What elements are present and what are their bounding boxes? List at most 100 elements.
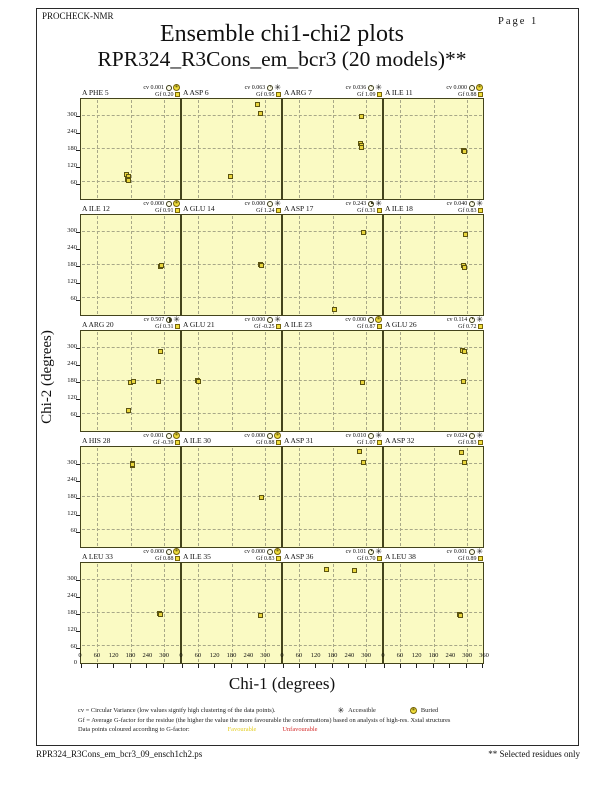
gridline-vertical — [365, 448, 367, 546]
y-tick — [76, 579, 80, 581]
x-tick-label: 60 — [93, 652, 101, 659]
y-tick-label: 240 — [67, 476, 77, 483]
legend-favourable-label: Favourable — [227, 726, 257, 733]
x-tick-label: 240 — [344, 652, 355, 659]
y-tick — [76, 299, 80, 301]
gridline-horizontal — [284, 346, 381, 348]
x-tick-label: 120 — [310, 652, 321, 659]
plot-cell-a-ile-23: A ILE 23 cv 0.000 ✳ Gf 0.87 — [282, 316, 383, 432]
gridline-vertical — [97, 100, 99, 198]
plot-header: A GLU 26 cv 0.114 ✳ Gf 0.72 — [383, 315, 484, 330]
y-axis-label: Chi-2 (degrees) — [39, 330, 55, 424]
x-tick-label: 240 — [142, 652, 153, 659]
gridline-horizontal — [183, 578, 280, 580]
gridline-horizontal — [385, 264, 482, 265]
y-tick — [76, 514, 80, 516]
cv-pie-icon — [165, 316, 172, 323]
x-tick-label: 180 — [327, 652, 338, 659]
gf-line: Gf 0.88 — [446, 91, 483, 98]
buried-icon: ✳ — [375, 316, 382, 323]
plot-cell-a-asp-31: A ASP 31 cv 0.010 ✳ Gf 1.07 — [282, 430, 383, 548]
y-tick-label: 300 — [67, 575, 77, 582]
gf-square-icon — [175, 440, 180, 445]
data-point — [158, 262, 164, 268]
plot-stats: cv 0.000 ✳ Gf 0.88 — [446, 84, 483, 98]
cv-value: cv 0.024 — [446, 432, 468, 439]
gridline-horizontal — [82, 496, 179, 497]
cv-pie-icon — [468, 200, 475, 207]
plot-header: A ILE 18 cv 0.040 ✳ Gf 0.83 — [383, 199, 484, 214]
gridline-vertical — [433, 448, 435, 546]
data-point — [462, 460, 468, 466]
plot-header: A ASP 32 cv 0.024 ✳ Gf 0.83 — [383, 431, 484, 446]
x-tick-label: 0 — [78, 652, 82, 659]
gridline-vertical — [264, 564, 266, 662]
data-point — [157, 611, 163, 617]
gridline-horizontal — [82, 148, 179, 149]
accessible-icon: ✳ — [375, 430, 382, 440]
gf-line: Gf 0.95 — [245, 91, 281, 98]
legend-unfavourable-label: Unfavourable — [282, 726, 318, 733]
y-tick-label: 300 — [67, 227, 77, 234]
x-tick-label: 60 — [194, 652, 202, 659]
legend-cv-text: cv = Circular Variance (low values signi… — [78, 707, 276, 714]
plot-stats: cv 0.024 ✳ Gf 0.83 — [446, 431, 483, 446]
cv-value: cv 0.001 — [143, 84, 164, 91]
gridline-vertical — [299, 564, 301, 662]
plot-stats: cv 0.001 ✳ Gf 0.20 — [143, 84, 180, 98]
y-tick-label: 240 — [67, 244, 77, 251]
y-tick — [76, 115, 80, 117]
gridline-vertical — [466, 332, 468, 430]
cv-pie-icon — [165, 200, 172, 207]
gf-value: Gf 0.70 — [357, 555, 376, 562]
gf-value: Gf 0.89 — [458, 555, 477, 562]
y-tick-label: 120 — [67, 626, 77, 633]
cv-line: cv 0.000 ✳ — [245, 198, 281, 208]
gf-square-icon — [175, 556, 180, 561]
x-tick — [348, 664, 350, 668]
y-tick — [76, 630, 80, 632]
plot-header: A ASP 31 cv 0.010 ✳ Gf 1.07 — [282, 430, 383, 446]
gridline-horizontal — [284, 380, 381, 381]
cv-pie-icon — [266, 432, 273, 439]
cv-value: cv 0.063 — [244, 84, 266, 91]
data-point — [131, 378, 137, 384]
y-tick-label: 180 — [67, 377, 77, 384]
residue-label: A ASP 6 — [183, 88, 209, 97]
plot-stats: cv 0.000 ✳ Gf -0.25 — [245, 315, 281, 330]
residue-label: A GLU 21 — [183, 320, 215, 329]
cv-pie-icon — [165, 548, 172, 555]
residue-label: A ARG 20 — [82, 320, 114, 329]
gridline-vertical — [264, 448, 266, 546]
y-tick-label: 240 — [67, 360, 77, 367]
plot-stats: cv 0.000 ✳ Gf 0.91 — [143, 200, 180, 214]
gridline-vertical — [433, 216, 435, 314]
plot-area — [181, 98, 282, 200]
gridline-horizontal — [284, 114, 381, 116]
gridline-vertical — [97, 216, 99, 314]
y-tick — [76, 231, 80, 233]
y-tick — [76, 282, 80, 284]
plot-header: A ARG 20 cv 0.507 ✳ Gf 0.31 — [80, 315, 181, 330]
plot-area — [383, 446, 484, 548]
y-tick-label: 300 — [67, 343, 77, 350]
y-tick-label: 180 — [67, 609, 77, 616]
y-tick — [76, 132, 80, 134]
gf-line: Gf -0.39 — [143, 439, 180, 446]
gf-line: Gf 0.83 — [447, 439, 483, 446]
accessible-icon: ✳ — [274, 198, 281, 208]
y-tick-label: 240 — [67, 128, 77, 135]
gridline-vertical — [365, 564, 367, 662]
gridline-horizontal — [284, 612, 381, 613]
gf-square-icon — [377, 556, 382, 561]
x-tick — [449, 664, 451, 668]
gridline-horizontal — [183, 346, 280, 348]
plot-area — [383, 214, 484, 316]
gridline-vertical — [400, 448, 402, 546]
gridline-horizontal — [385, 346, 482, 348]
plot-cell-a-ile-18: A ILE 18 cv 0.040 ✳ Gf 0.83 — [383, 199, 484, 316]
cv-pie-icon — [468, 548, 475, 555]
residue-label: A ASP 31 — [284, 436, 314, 445]
cv-value: cv 0.001 — [143, 432, 164, 439]
cv-line: cv 0.114 ✳ — [447, 315, 483, 323]
